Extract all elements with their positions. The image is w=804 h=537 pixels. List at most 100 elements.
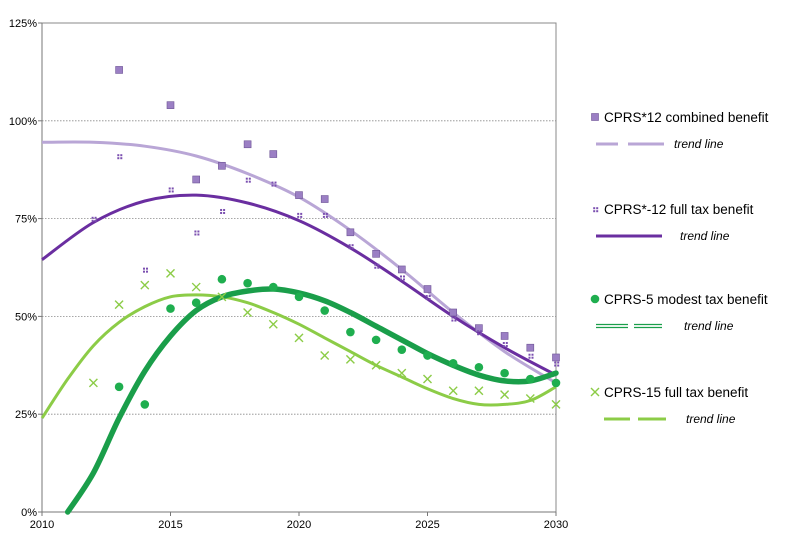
marker-dot	[245, 177, 248, 180]
marker-dot	[91, 216, 94, 219]
marker-dot	[348, 247, 351, 250]
data-point	[423, 285, 432, 293]
data-point	[166, 101, 175, 109]
data-point	[322, 212, 328, 218]
marker-stroke	[166, 268, 175, 278]
data-point	[320, 351, 330, 361]
data-point	[528, 353, 534, 359]
data-point	[551, 378, 561, 388]
marker-dot	[454, 319, 457, 322]
legend-marker	[593, 207, 599, 213]
data-point	[117, 154, 123, 160]
marker-stroke	[423, 374, 432, 384]
data-point	[295, 191, 303, 199]
data-point	[474, 362, 484, 372]
marker-dot	[322, 215, 325, 218]
x-tick-label: 2030	[544, 519, 568, 531]
marker-dot	[143, 270, 145, 273]
marker-dot	[94, 219, 97, 222]
marker-dot	[554, 364, 557, 367]
marker-dot	[245, 180, 248, 183]
data-point	[551, 399, 561, 409]
marker-dot	[143, 267, 145, 270]
marker-stroke	[140, 280, 150, 290]
marker-dot	[400, 275, 402, 278]
legend-marker	[590, 387, 600, 397]
marker-dot	[454, 316, 457, 319]
y-tick-label: 0%	[21, 507, 37, 519]
data-point	[140, 280, 150, 290]
data-point	[168, 187, 174, 193]
x-tick-label: 2010	[30, 519, 54, 531]
data-point	[474, 386, 484, 396]
marker-dot	[596, 207, 599, 210]
marker-stroke	[525, 394, 535, 404]
data-point	[218, 161, 226, 170]
marker-stroke	[294, 333, 304, 343]
data-point	[346, 327, 355, 337]
marker-dot	[557, 364, 560, 367]
marker-dot	[403, 278, 405, 281]
marker-dot	[451, 319, 454, 322]
data-point	[526, 374, 535, 384]
data-point	[448, 359, 458, 368]
data-points	[88, 66, 561, 409]
y-tick-label: 125%	[9, 18, 37, 30]
marker-dot	[557, 361, 560, 364]
x-tick-label: 2015	[158, 519, 182, 531]
data-point	[554, 361, 560, 367]
data-point	[477, 330, 483, 336]
marker-dot	[502, 341, 505, 344]
marker-stroke	[448, 386, 458, 396]
data-point	[243, 278, 252, 288]
marker-dot	[325, 215, 328, 218]
marker-dot	[271, 184, 274, 187]
data-point	[423, 351, 432, 360]
marker-dot	[325, 212, 328, 215]
marker-dot	[248, 180, 251, 183]
marker-dot	[400, 278, 402, 281]
marker-dot	[223, 208, 226, 211]
data-point	[114, 382, 124, 392]
marker-dot	[300, 212, 303, 215]
marker-dot	[168, 190, 171, 193]
trend-lines	[40, 140, 559, 515]
data-point	[552, 353, 560, 362]
marker-dot	[146, 267, 148, 270]
data-point	[268, 319, 278, 329]
marker-dot	[554, 361, 557, 364]
marker-dot	[322, 212, 325, 215]
x-tick-label: 2020	[287, 519, 311, 531]
marker-dot	[194, 230, 197, 233]
data-point	[217, 274, 227, 284]
marker-dot	[531, 356, 534, 359]
data-point	[243, 140, 252, 149]
legend-trend-label: trend line	[686, 412, 736, 426]
marker-dot	[120, 157, 123, 160]
data-point	[500, 390, 510, 400]
marker-dot	[271, 181, 274, 184]
axes	[38, 22, 557, 516]
marker-stroke	[551, 399, 561, 409]
legend: CPRS*12 combined benefit trend line CPRS*-…	[590, 110, 769, 426]
marker-dot	[220, 208, 223, 211]
data-point	[500, 332, 509, 340]
marker-stroke	[371, 360, 381, 370]
marker-dot	[117, 154, 120, 157]
marker-stroke	[474, 386, 484, 396]
marker-stroke	[590, 387, 600, 397]
data-point	[294, 333, 304, 343]
data-point	[451, 316, 457, 322]
plot-border	[41, 22, 557, 513]
data-point	[397, 265, 406, 274]
data-point	[114, 300, 124, 310]
data-point	[449, 308, 458, 317]
y-tick-label: 75%	[15, 214, 37, 226]
marker-dot	[297, 215, 300, 218]
y-tick-label: 100%	[9, 116, 37, 128]
data-point	[425, 295, 431, 301]
legend-trend-label: trend line	[674, 137, 724, 151]
marker-dot	[220, 211, 223, 214]
marker-dot	[351, 247, 354, 250]
